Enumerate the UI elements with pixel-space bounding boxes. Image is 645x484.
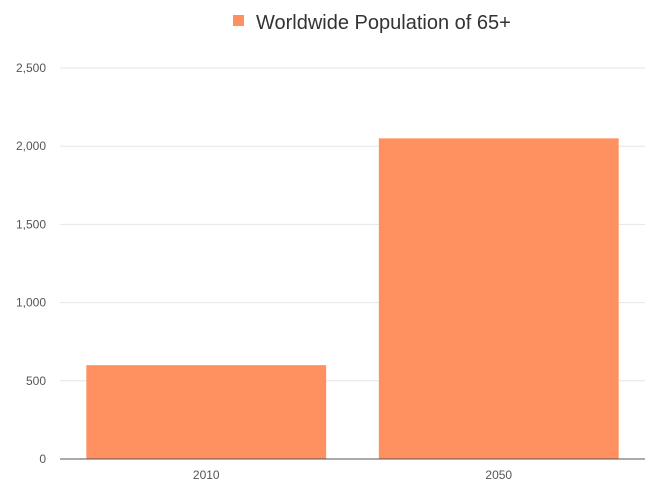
bars	[86, 138, 619, 459]
legend-swatch	[233, 15, 244, 26]
x-tick-label: 2010	[193, 468, 220, 482]
y-tick-label: 0	[39, 452, 46, 466]
bar-2050	[378, 138, 619, 459]
y-tick-label: 1,000	[16, 296, 46, 310]
legend: Worldwide Population of 65+	[233, 12, 511, 34]
y-tick-label: 500	[26, 374, 46, 388]
bar-2010	[86, 365, 327, 459]
legend-label: Worldwide Population of 65+	[256, 12, 511, 34]
y-tick-label: 2,000	[16, 139, 46, 153]
y-tick-label: 1,500	[16, 217, 46, 231]
x-axis-tick-labels: 2010 2050	[193, 468, 513, 482]
x-tick-label: 2050	[485, 468, 512, 482]
y-axis-tick-labels: 0 500 1,000 1,500 2,000 2,500	[16, 61, 46, 466]
y-tick-label: 2,500	[16, 61, 46, 75]
